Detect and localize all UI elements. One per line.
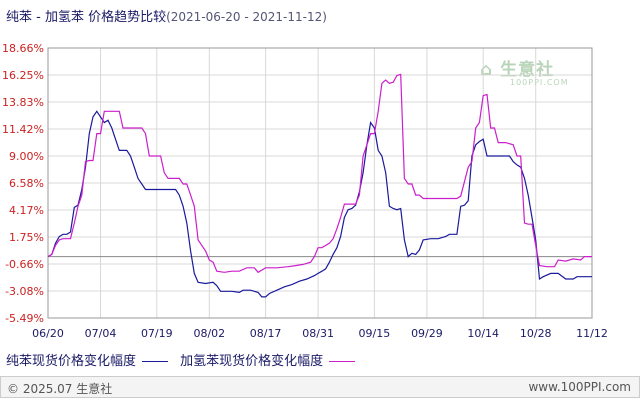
plot-frame [47, 47, 593, 319]
x-tick-label: 08/02 [193, 327, 225, 340]
x-tick-label: 08/17 [250, 327, 282, 340]
legend-swatch-series-2 [329, 361, 356, 362]
y-tick-label: 4.17% [9, 204, 44, 217]
x-tick-label: 09/29 [411, 327, 443, 340]
y-tick-label: 9.00% [9, 150, 44, 163]
legend-label-series-1: 纯苯现货价格变化幅度 [6, 354, 137, 369]
x-tick-label: 10/28 [520, 327, 552, 340]
series-line-2 [47, 73, 592, 274]
x-tick-label: 11/12 [576, 327, 608, 340]
footer-site-link[interactable]: www.100PPI.com [528, 380, 631, 394]
chart-series [47, 73, 592, 298]
chart-date-range: (2021-06-20 - 2021-11-12) [166, 10, 327, 24]
footer-copyright: © 2025.07 生意社 [7, 382, 113, 396]
legend-swatch-series-1 [142, 361, 169, 362]
y-tick-label: 18.66% [2, 42, 44, 55]
y-tick-label: 16.25% [2, 69, 44, 82]
x-tick-label: 07/19 [141, 327, 173, 340]
y-tick-label: 11.42% [2, 123, 44, 136]
y-tick-label: 6.58% [9, 177, 44, 190]
x-tick-label: 08/31 [302, 327, 334, 340]
series-line-1 [47, 110, 592, 298]
y-tick-label: 13.83% [2, 96, 44, 109]
footer-bar: © 2025.07 生意社 www.100PPI.com [0, 376, 640, 398]
x-tick-label: 10/14 [467, 327, 499, 340]
chart-legend: 纯苯现货价格变化幅度 加氢苯现货价格变化幅度 [6, 350, 363, 369]
x-tick-label: 06/20 [32, 327, 64, 340]
x-tick-label: 07/04 [85, 327, 117, 340]
chart-title-main: 纯苯 - 加氢苯 价格趋势比较 [6, 10, 167, 25]
y-tick-label: -5.49% [5, 312, 44, 325]
y-tick-label: 1.75% [9, 231, 44, 244]
y-tick-label: -0.66% [5, 258, 44, 271]
chart-title: 纯苯 - 加氢苯 价格趋势比较(2021-06-20 - 2021-11-12) [6, 6, 327, 25]
legend-label-series-2: 加氢苯现货价格变化幅度 [180, 354, 324, 369]
watermark-url: 100PPI.COM [510, 78, 569, 87]
y-tick-label: -3.08% [5, 285, 44, 298]
x-tick-label: 09/15 [359, 327, 391, 340]
chart-grid [47, 47, 593, 319]
chart-axes: 18.66% 16.25% 13.83% 11.42% 9.00% 6.58% 4.17% 1… [2, 42, 608, 340]
